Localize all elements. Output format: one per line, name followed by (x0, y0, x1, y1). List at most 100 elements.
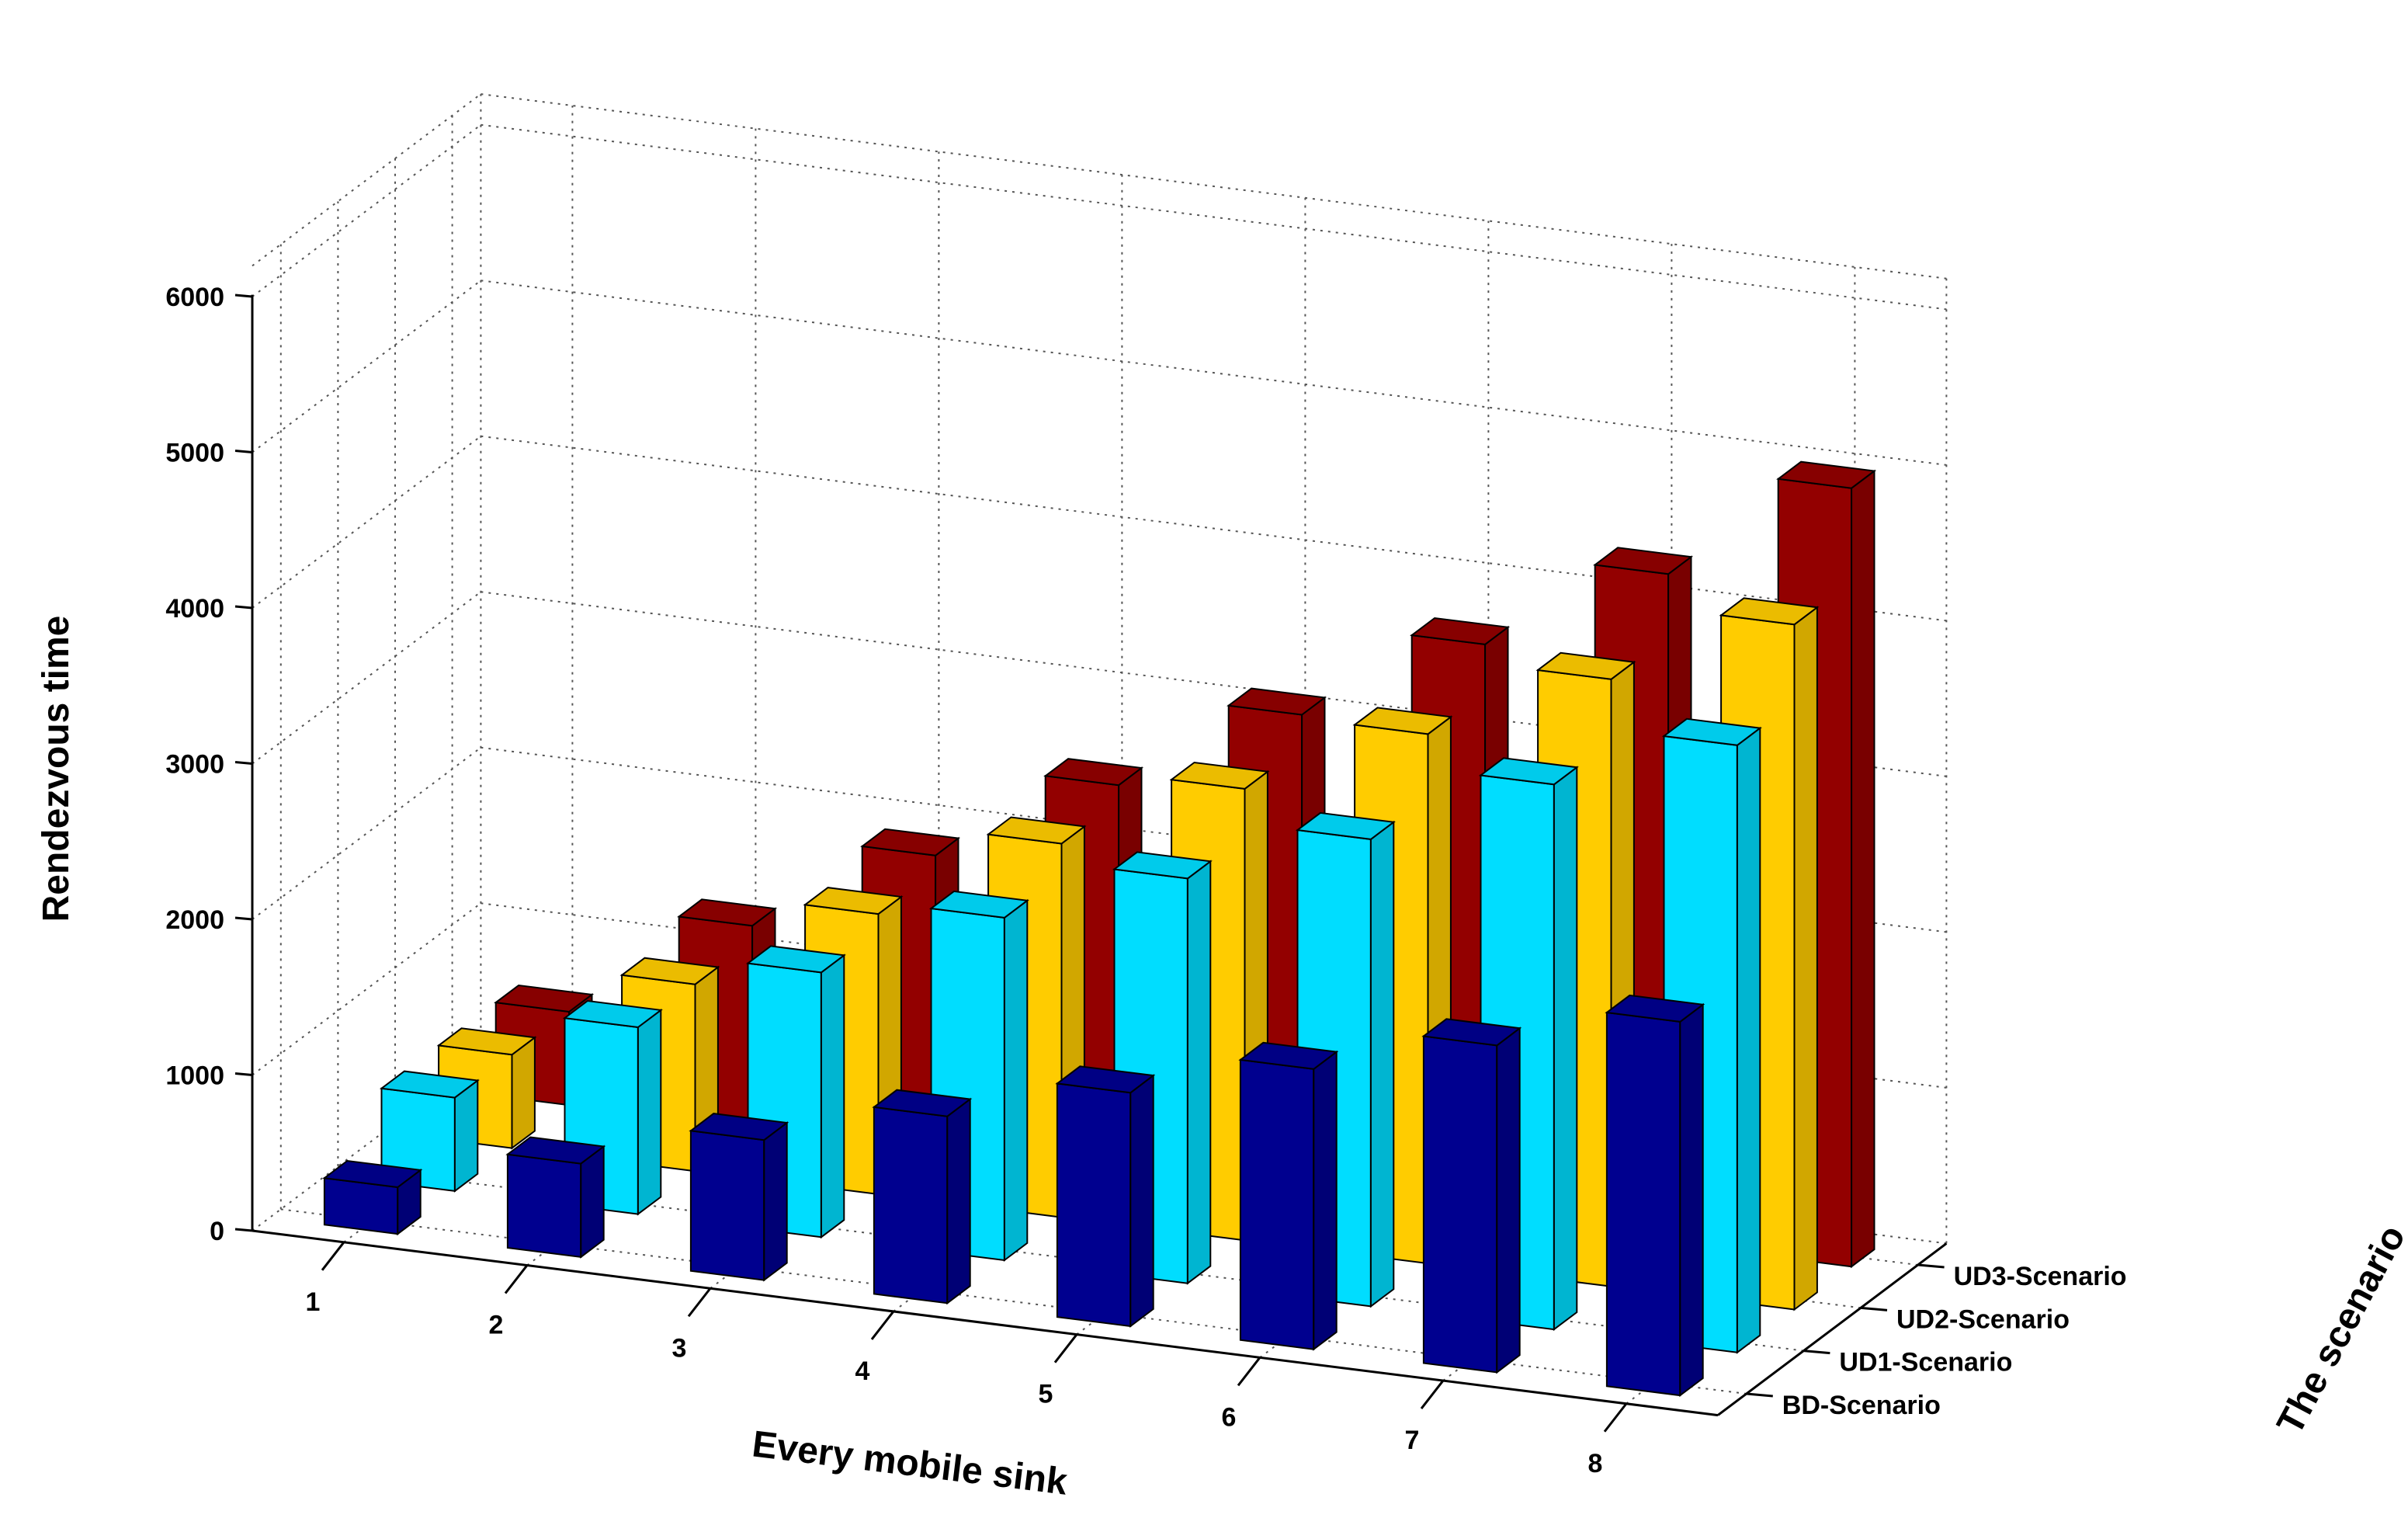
y-tick-mark (1803, 1350, 1830, 1355)
bar-top-face (1352, 707, 1453, 735)
z-tick-label: 4000 (165, 594, 224, 624)
x-tick-mark (504, 1264, 529, 1294)
bar-side-face (1793, 606, 1818, 1311)
y-tick-mark (1917, 1263, 1945, 1269)
z-tick-mark (234, 761, 253, 765)
bar-side-face (637, 1008, 662, 1216)
x-tick-mark (870, 1311, 895, 1340)
bar-top-face (562, 999, 663, 1029)
bar-top-face (322, 1159, 423, 1189)
bar-front-face (873, 1106, 949, 1304)
bar-top-face (1238, 1041, 1339, 1070)
bar-top-face (860, 828, 961, 856)
bar-side-face (1553, 766, 1578, 1332)
bar-top-face (1421, 1018, 1522, 1047)
bar-front-face (689, 1130, 765, 1281)
x-tick-mark (1237, 1357, 1261, 1387)
bar-top-face (872, 1089, 973, 1117)
bar-side-face (1679, 1002, 1704, 1398)
side-wall-gridline (252, 280, 482, 453)
z-tick-mark (234, 1072, 253, 1076)
x-tick-mark (687, 1287, 712, 1318)
side-wall-gridline (252, 124, 482, 297)
side-wall-gridline (252, 902, 482, 1076)
bar-side-face (946, 1097, 971, 1305)
x-axis-title: Every mobile sink (750, 1423, 1070, 1502)
z-tick-mark (234, 605, 253, 610)
bar-front-face (1605, 1011, 1681, 1397)
back-wall-top-edge (481, 93, 1947, 280)
bar-top-face (677, 898, 778, 927)
bar-side-face (1003, 898, 1029, 1263)
bar-top-face (1605, 994, 1705, 1023)
z-tick-label: 3000 (165, 750, 224, 780)
y-axis-title: The scenario (2269, 1219, 2408, 1441)
bar-BD-Scenario-2 (505, 1136, 606, 1259)
bar-top-face (379, 1070, 480, 1099)
bar-front-face (506, 1153, 582, 1259)
bar-side-face (820, 954, 845, 1239)
bar-top-face (1043, 758, 1144, 787)
bar-top-face (1055, 1065, 1156, 1094)
bar-top-face (619, 957, 720, 985)
bar-top-face (505, 1136, 606, 1165)
bar-top-face (494, 984, 595, 1013)
back-wall-gridline (481, 280, 1947, 466)
x-tick-label: 4 (855, 1357, 870, 1386)
bar-BD-Scenario-4 (872, 1089, 973, 1305)
x-tick-label: 6 (1222, 1402, 1237, 1432)
bar-side-face (1851, 469, 1875, 1269)
x-tick-label: 7 (1405, 1426, 1420, 1455)
z-tick-mark (234, 916, 253, 921)
bar-BD-Scenario-6 (1238, 1041, 1339, 1351)
z-tick-label: 1000 (165, 1061, 224, 1091)
side-wall-gridline (252, 1058, 482, 1231)
bar-side-face (1313, 1050, 1338, 1351)
bar-BD-Scenario-1 (322, 1159, 423, 1236)
bar-top-face (928, 890, 1029, 919)
z-axis-title: Rendezvous time (36, 616, 77, 922)
x-tick-mark (321, 1241, 345, 1271)
bar-side-face (1496, 1027, 1521, 1374)
bar-side-face (453, 1079, 479, 1193)
bar-top-face (436, 1027, 537, 1056)
bar-top-face (1593, 547, 1694, 575)
y-tick-label: UD2-Scenario (1896, 1304, 2070, 1334)
bar-layer (322, 460, 1877, 1398)
x-tick-mark (1603, 1402, 1628, 1433)
z-tick-mark (234, 294, 253, 298)
z-tick-mark (234, 1228, 253, 1232)
bar-front-face (1056, 1082, 1132, 1328)
bar-top-face (803, 887, 904, 915)
bar-side-face (580, 1145, 605, 1259)
back-wall-gridline (481, 123, 1947, 311)
bar-top-face (1169, 761, 1270, 790)
bar-side-face (1186, 860, 1212, 1285)
bar-BD-Scenario-3 (689, 1113, 789, 1282)
bar-top-face (1719, 597, 1820, 626)
floor-gridline-y (280, 1208, 1747, 1395)
bar-top-face (986, 816, 1087, 845)
y-axis-line (1717, 1242, 1948, 1416)
y-tick-mark (1860, 1306, 1888, 1311)
bar-top-face (1410, 617, 1511, 645)
x-axis-line (252, 1229, 1719, 1417)
bar-UD1-Scenario-3 (745, 945, 846, 1239)
axis-layer (234, 294, 1948, 1433)
z-tick-mark (234, 450, 253, 453)
bar-BD-Scenario-8 (1605, 994, 1705, 1398)
bar-side-face (1369, 820, 1395, 1308)
x-tick-mark (1420, 1380, 1445, 1409)
z-tick-label: 5000 (165, 439, 224, 468)
bar-BD-Scenario-5 (1055, 1065, 1156, 1329)
z-tick-label: 6000 (165, 283, 224, 312)
y-tick-label: BD-Scenario (1782, 1391, 1941, 1420)
bar-top-face (1661, 717, 1762, 746)
side-wall-top-edge (252, 93, 482, 267)
x-tick-label: 5 (1039, 1380, 1053, 1409)
bar-side-face (511, 1036, 536, 1150)
bar-BD-Scenario-7 (1421, 1018, 1522, 1374)
z-tick-label: 2000 (165, 905, 224, 935)
bar-top-face (1776, 460, 1877, 489)
z-tick-label: 0 (210, 1217, 224, 1246)
